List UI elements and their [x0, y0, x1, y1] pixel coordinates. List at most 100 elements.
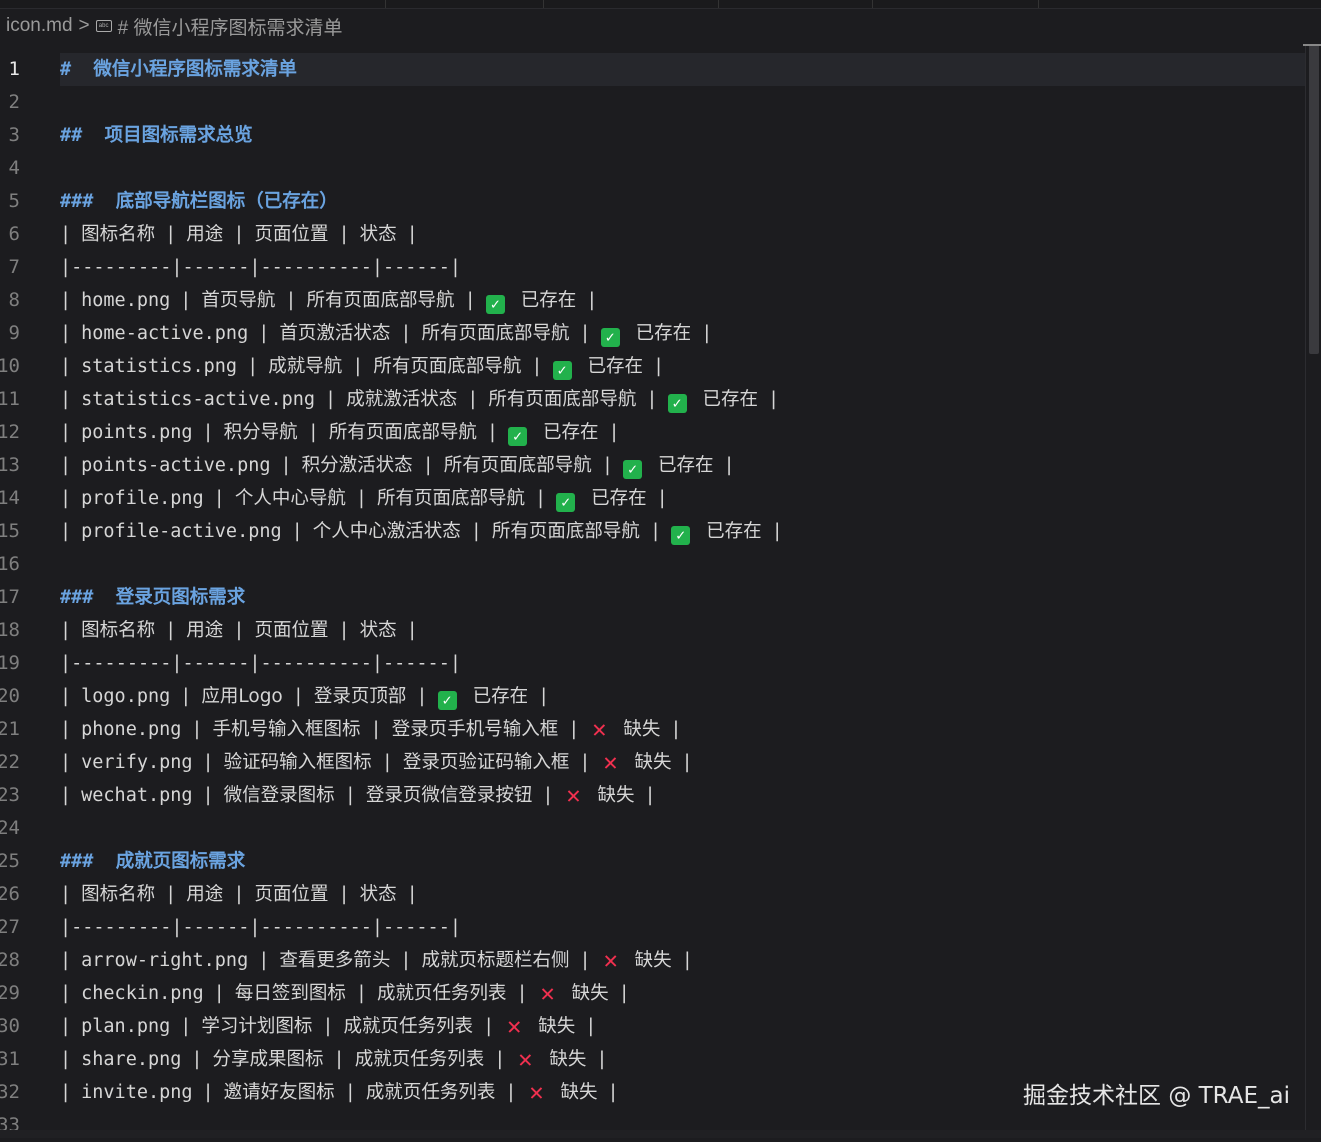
editor-line[interactable]: 23 | wechat.png | 微信登录图标 | 登录页微信登录按钮 | ✕ 缺失 | [0, 779, 1305, 812]
editor-line[interactable]: 26 | 图标名称 | 用途 | 页面位置 | 状态 | [0, 878, 1305, 911]
line-content[interactable]: ## 项目图标需求总览 [60, 119, 1305, 152]
line-content[interactable]: | logo.png | 应用Logo | 登录页顶部 | ✓ 已存在 | [60, 680, 1305, 713]
line-content[interactable] [60, 548, 1305, 581]
editor-line[interactable]: 28 | arrow-right.png | 查看更多箭头 | 成就页标题栏右侧 | ✕ 缺失 | [0, 944, 1305, 977]
line-content[interactable]: |---------|------|----------|------| [60, 647, 1305, 680]
breadcrumb-file[interactable]: icon.md [6, 15, 73, 36]
line-content[interactable]: | home-active.png | 首页激活状态 | 所有页面底部导航 | ✓ 已存在 | [60, 317, 1305, 350]
editor-line[interactable]: 2 [0, 86, 1305, 119]
editor-line[interactable]: 16 [0, 548, 1305, 581]
line-number: 2 [8, 91, 20, 113]
line-content[interactable] [60, 86, 1305, 119]
table-pipe: | [202, 1082, 214, 1103]
line-content[interactable]: | share.png | 分享成果图标 | 成就页任务列表 | ✕ 缺失 | [60, 1043, 1305, 1076]
editor-line[interactable]: 12 | points.png | 积分导航 | 所有页面底部导航 | ✓ 已存在 | [0, 416, 1305, 449]
line-content[interactable]: | points.png | 积分导航 | 所有页面底部导航 | ✓ 已存在 | [60, 416, 1305, 449]
table-cell: 应用Logo [201, 686, 283, 707]
scrollbar-thumb[interactable] [1309, 44, 1319, 354]
line-content[interactable]: ### 成就页图标需求 [60, 845, 1305, 878]
table-cell: 成就页标题栏右侧 [421, 950, 570, 971]
line-content[interactable] [60, 812, 1305, 845]
line-content[interactable]: | checkin.png | 每日签到图标 | 成就页任务列表 | ✕ 缺失 | [60, 977, 1305, 1010]
line-content[interactable]: # 微信小程序图标需求清单 [60, 53, 1305, 86]
status-label: 已存在 [520, 290, 577, 311]
vertical-scrollbar[interactable] [1305, 44, 1321, 1138]
table-cell: 页面位置 [254, 224, 329, 245]
line-content[interactable]: | verify.png | 验证码输入框图标 | 登录页验证码输入框 | ✕ 缺失 | [60, 746, 1305, 779]
editor-line[interactable]: 31 | share.png | 分享成果图标 | 成就页任务列表 | ✕ 缺失 | [0, 1043, 1305, 1076]
editor[interactable]: 1 # 微信小程序图标需求清单 2 3 ## 项目图标需求总览 4 5 ### 底部导航栏图标… [0, 53, 1305, 1142]
line-content[interactable]: | plan.png | 学习计划图标 | 成就页任务列表 | ✕ 缺失 | [60, 1010, 1305, 1043]
breadcrumb-section[interactable]: # 微信小程序图标需求清单 [117, 17, 343, 39]
line-content[interactable]: | arrow-right.png | 查看更多箭头 | 成就页标题栏右侧 | ✕ 缺失 | [60, 944, 1305, 977]
editor-line[interactable]: 8 | home.png | 首页导航 | 所有页面底部导航 | ✓ 已存在 | [0, 284, 1305, 317]
line-content[interactable]: | 图标名称 | 用途 | 页面位置 | 状态 | [60, 218, 1305, 251]
line-content[interactable]: | profile-active.png | 个人中心激活状态 | 所有页面底部导航 | ✓ 已… [60, 515, 1305, 548]
line-number: 13 [0, 454, 20, 476]
table-pipe: | [60, 356, 72, 377]
table-cell: 所有页面底部导航 [443, 455, 592, 476]
table-pipe: | [505, 1082, 517, 1103]
line-content[interactable]: | statistics-active.png | 成就激活状态 | 所有页面底部导航 | ✓… [60, 383, 1305, 416]
line-number: 21 [0, 718, 20, 740]
editor-line[interactable]: 9 | home-active.png | 首页激活状态 | 所有页面底部导航 | ✓ 已存在 | [0, 317, 1305, 350]
line-content[interactable] [60, 152, 1305, 185]
editor-line[interactable]: 11 | statistics-active.png | 成就激活状态 | 所有页面底部导航… [0, 383, 1305, 416]
line-content[interactable]: | phone.png | 手机号输入框图标 | 登录页手机号输入框 | ✕ 缺失 | [60, 713, 1305, 746]
editor-line[interactable]: 19 |---------|------|----------|------| [0, 647, 1305, 680]
editor-line[interactable]: 25 ### 成就页图标需求 [0, 845, 1305, 878]
table-pipe: | [344, 785, 356, 806]
editor-line[interactable]: 6 | 图标名称 | 用途 | 页面位置 | 状态 | [0, 218, 1305, 251]
cross-mark-icon: ✕ [540, 979, 555, 1007]
line-content[interactable]: | points-active.png | 积分激活状态 | 所有页面底部导航 | ✓ 已存在 | [60, 449, 1305, 482]
line-content[interactable]: |---------|------|----------|------| [60, 911, 1305, 944]
editor-line[interactable]: 4 [0, 152, 1305, 185]
table-cell: checkin.png [81, 983, 204, 1004]
editor-line[interactable]: 18 | 图标名称 | 用途 | 页面位置 | 状态 | [0, 614, 1305, 647]
line-number: 25 [0, 850, 20, 872]
editor-line[interactable]: 10 | statistics.png | 成就导航 | 所有页面底部导航 | ✓ 已存在 | [0, 350, 1305, 383]
editor-line[interactable]: 24 [0, 812, 1305, 845]
line-content[interactable]: | wechat.png | 微信登录图标 | 登录页微信登录按钮 | ✕ 缺失 | [60, 779, 1305, 812]
table-pipe: | [60, 422, 72, 443]
table-pipe: | [292, 686, 304, 707]
table-pipe: | [60, 785, 72, 806]
table-pipe: | [723, 455, 735, 476]
line-content[interactable]: | 图标名称 | 用途 | 页面位置 | 状态 | [60, 878, 1305, 911]
editor-line[interactable]: 32 | invite.png | 邀请好友图标 | 成就页任务列表 | ✕ 缺失 | [0, 1076, 1305, 1109]
line-content[interactable]: | home.png | 首页导航 | 所有页面底部导航 | ✓ 已存在 | [60, 284, 1305, 317]
editor-line[interactable]: 20 | logo.png | 应用Logo | 登录页顶部 | ✓ 已存在 | [0, 680, 1305, 713]
editor-line[interactable]: 14 | profile.png | 个人中心导航 | 所有页面底部导航 | ✓ 已存在 | [0, 482, 1305, 515]
check-mark-icon: ✓ [600, 328, 620, 347]
table-pipe: | [516, 983, 528, 1004]
editor-line[interactable]: 29 | checkin.png | 每日签到图标 | 成就页任务列表 | ✕ 缺失 | [0, 977, 1305, 1010]
editor-line[interactable]: 22 | verify.png | 验证码输入框图标 | 登录页验证码输入框 | ✕ 缺失 | [0, 746, 1305, 779]
table-pipe: | [60, 224, 72, 245]
editor-line[interactable]: 7 |---------|------|----------|------| [0, 251, 1305, 284]
line-content[interactable]: | profile.png | 个人中心导航 | 所有页面底部导航 | ✓ 已存在 | [60, 482, 1305, 515]
editor-line[interactable]: 5 ### 底部导航栏图标（已存在） [0, 185, 1305, 218]
line-content[interactable]: ### 登录页图标需求 [60, 581, 1305, 614]
editor-line[interactable]: 3 ## 项目图标需求总览 [0, 119, 1305, 152]
cross-mark-icon: ✕ [529, 1078, 544, 1106]
editor-line[interactable]: 17 ### 登录页图标需求 [0, 581, 1305, 614]
line-content[interactable]: |---------|------|----------|------| [60, 251, 1305, 284]
editor-line[interactable]: 27 |---------|------|----------|------| [0, 911, 1305, 944]
editor-line[interactable]: 15 | profile-active.png | 个人中心激活状态 | 所有页面底部导航 |… [0, 515, 1305, 548]
table-cell: 图标名称 [81, 620, 156, 641]
line-content[interactable]: | 图标名称 | 用途 | 页面位置 | 状态 | [60, 614, 1305, 647]
table-pipe: | [60, 752, 72, 773]
heading-marker: ## [60, 125, 83, 146]
editor-line[interactable]: 13 | points-active.png | 积分激活状态 | 所有页面底部导航 | ✓ 已存… [0, 449, 1305, 482]
line-content[interactable]: | invite.png | 邀请好友图标 | 成就页任务列表 | ✕ 缺失 | [60, 1076, 1305, 1109]
editor-line[interactable]: 21 | phone.png | 手机号输入框图标 | 登录页手机号输入框 | ✕ 缺失 | [0, 713, 1305, 746]
editor-line[interactable]: 1 # 微信小程序图标需求清单 [0, 53, 1305, 86]
table-pipe: | [60, 950, 72, 971]
status-label: 已存在 [542, 422, 599, 443]
line-content[interactable]: ### 底部导航栏图标（已存在） [60, 185, 1305, 218]
table-pipe: | [247, 356, 259, 377]
line-content[interactable]: | statistics.png | 成就导航 | 所有页面底部导航 | ✓ 已存在 | [60, 350, 1305, 383]
editor-line[interactable]: 30 | plan.png | 学习计划图标 | 成就页任务列表 | ✕ 缺失 | [0, 1010, 1305, 1043]
table-pipe: | [494, 1049, 506, 1070]
table-cell: 成就激活状态 [346, 389, 458, 410]
